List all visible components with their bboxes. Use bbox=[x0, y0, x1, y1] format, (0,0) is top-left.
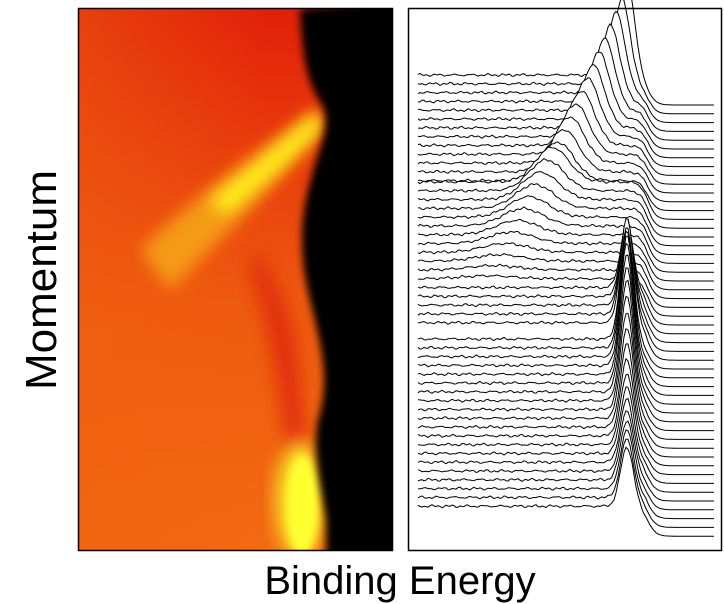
spectra-stack bbox=[418, 0, 714, 536]
bottom-band bbox=[286, 455, 318, 555]
figure-canvas: Momentum Binding Energy bbox=[0, 0, 724, 604]
y-axis-label: Momentum bbox=[17, 170, 66, 390]
intensity-map bbox=[79, 0, 400, 560]
x-axis-label: Binding Energy bbox=[264, 559, 535, 603]
figure: Momentum Binding Energy bbox=[0, 0, 724, 604]
